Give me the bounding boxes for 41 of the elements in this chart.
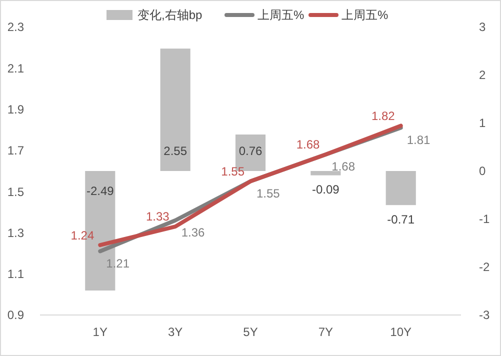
bar [160, 48, 190, 171]
y-tick-label: 2.1 [7, 61, 24, 76]
y-tick-label: 1.7 [7, 144, 24, 158]
y-tick-label: 1.1 [7, 267, 24, 282]
x-tick-label: 1Y [92, 325, 108, 340]
data-label: 1.55 [256, 186, 280, 200]
data-label: -0.09 [312, 182, 340, 197]
data-label: 1.55 [221, 164, 245, 178]
data-label: 1.68 [296, 138, 320, 152]
legend-label: 变化,右轴bp [138, 8, 203, 22]
x-tick-label: 3Y [168, 325, 183, 340]
x-tick-label: 5Y [243, 325, 258, 340]
bar [310, 171, 341, 176]
y2-tick-label: 1 [479, 116, 486, 130]
y-tick-label: 0.9 [7, 308, 24, 322]
y-tick-label: 1.5 [7, 184, 24, 199]
x-tick-label: 10Y [390, 325, 412, 340]
x-tick-label: 7Y [318, 325, 334, 340]
data-label: 1.36 [181, 226, 206, 240]
y2-tick-label: 2 [479, 68, 486, 82]
y-tick-label: 1.9 [7, 102, 24, 116]
y2-tick-label: -3 [479, 308, 490, 322]
y-tick-label: 1.3 [7, 226, 24, 240]
y2-tick-label: 3 [479, 20, 486, 34]
data-label: -0.71 [387, 212, 415, 226]
data-label: 1.82 [372, 108, 396, 123]
y2-tick-label: -2 [479, 260, 490, 274]
legend-label: 上周五% [258, 8, 304, 22]
data-label: 0.76 [238, 144, 262, 158]
data-label: 1.24 [70, 228, 94, 242]
data-label: 1.33 [146, 210, 170, 224]
bar [386, 171, 416, 206]
y-tick-label: 2.3 [7, 20, 24, 34]
data-label: 2.55 [164, 144, 188, 158]
data-label: 1.21 [106, 256, 130, 270]
legend-label: 上周五% [342, 8, 388, 22]
data-label: 1.68 [332, 160, 356, 174]
y2-tick-label: 0 [479, 164, 486, 178]
data-label: -2.49 [86, 184, 114, 198]
y2-tick-label: -1 [479, 212, 490, 226]
data-label: 1.81 [406, 133, 431, 147]
